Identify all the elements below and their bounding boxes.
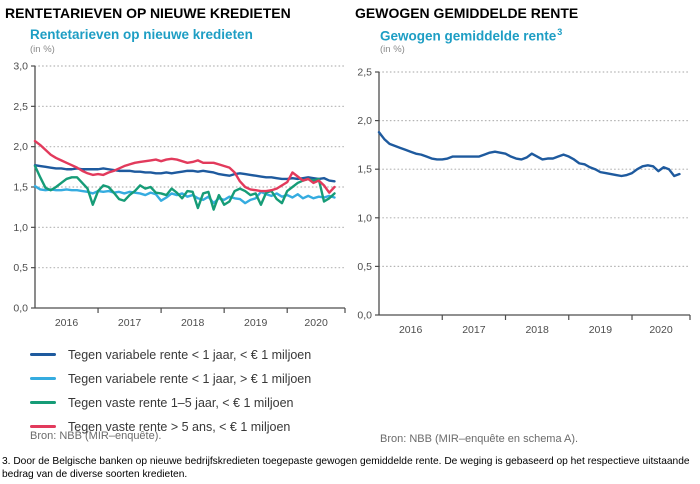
y-tick-label: 2,5 [357,67,372,79]
legend-item: Tegen vaste rente > 5 ans, < € 1 miljoen [30,419,311,434]
legend: Tegen variabele rente < 1 jaar, < € 1 mi… [30,347,311,434]
y-tick-label: 2,5 [13,101,28,113]
x-tick-label: 2017 [462,324,486,336]
y-tick-label: 0,5 [357,261,372,273]
x-tick-label: 2016 [55,317,79,329]
y-tick-label: 1,5 [13,182,28,194]
x-tick-label: 2019 [244,317,268,329]
legend-label: Tegen vaste rente 1–5 jaar, < € 1 miljoe… [68,395,294,410]
right-chart-title: Gewogen gemiddelde rente3 [380,27,562,44]
x-tick-label: 2017 [118,317,142,329]
left-line-chart: 0,0 0,5 1,0 1,5 2,0 2,5 3,0 2016 2017 2018 2019 202… [5,58,350,337]
legend-label: Tegen variabele rente < 1 jaar, < € 1 mi… [68,347,312,362]
series-line [33,139,336,194]
legend-item: Tegen variabele rente < 1 jaar, > € 1 mi… [30,371,311,386]
legend-item: Tegen vaste rente 1–5 jaar, < € 1 miljoe… [30,395,311,410]
series-line [33,164,336,183]
y-tick-label: 2,0 [13,141,28,153]
x-tick-label: 2019 [589,324,613,336]
footnote-reference: 3 [557,27,563,37]
x-tick-label: 2016 [399,324,423,336]
y-tick-label: 0,0 [357,310,372,322]
right-source-label: Bron: NBB (MIR–enquête en schema A). [380,433,579,445]
series-line [33,164,336,211]
left-chart-title: Rentetarieven op nieuwe kredieten [30,27,253,42]
footnote: 3. Door de Belgische banken op nieuwe be… [2,456,690,481]
left-source-label: Bron: NBB (MIR–enquête). [30,430,162,442]
legend-label: Tegen variabele rente < 1 jaar, > € 1 mi… [68,371,312,386]
right-chart-title-text: Gewogen gemiddelde rente [380,28,557,44]
y-tick-label: 0,5 [13,262,28,274]
legend-item: Tegen variabele rente < 1 jaar, < € 1 mi… [30,347,311,362]
x-tick-label: 2018 [181,317,205,329]
chart-svg: 0,0 0,5 1,0 1,5 2,0 2,5 3,0 2016 2017 2018 2019 202… [13,61,346,329]
y-tick-label: 0,0 [13,303,28,315]
right-chart-header: GEWOGEN GEMIDDELDE RENTE [355,5,579,21]
left-unit-label: (in %) [30,44,55,55]
right-unit-label: (in %) [380,44,405,55]
y-tick-label: 3,0 [13,61,28,73]
series-line [377,131,681,178]
legend-line-swatch-icon [30,424,56,429]
legend-line-swatch-icon [30,352,56,357]
legend-line-swatch-icon [30,400,56,405]
right-line-chart: 0,0 0,5 1,0 1,5 2,0 2,5 2016 2017 2018 2019 2020 [355,58,695,341]
y-tick-label: 2,0 [357,115,372,127]
y-tick-label: 1,0 [357,212,372,224]
x-tick-label: 2020 [649,324,673,336]
y-tick-label: 1,0 [13,222,28,234]
y-tick-label: 1,5 [357,164,372,176]
chart-svg: 0,0 0,5 1,0 1,5 2,0 2,5 2016 2017 2018 2019 2020 [357,67,691,336]
left-chart-header: RENTETARIEVEN OP NIEUWE KREDIETEN [5,5,291,21]
legend-line-swatch-icon [30,376,56,381]
x-tick-label: 2020 [304,317,328,329]
legend-label: Tegen vaste rente > 5 ans, < € 1 miljoen [68,419,291,434]
x-tick-label: 2018 [525,324,549,336]
